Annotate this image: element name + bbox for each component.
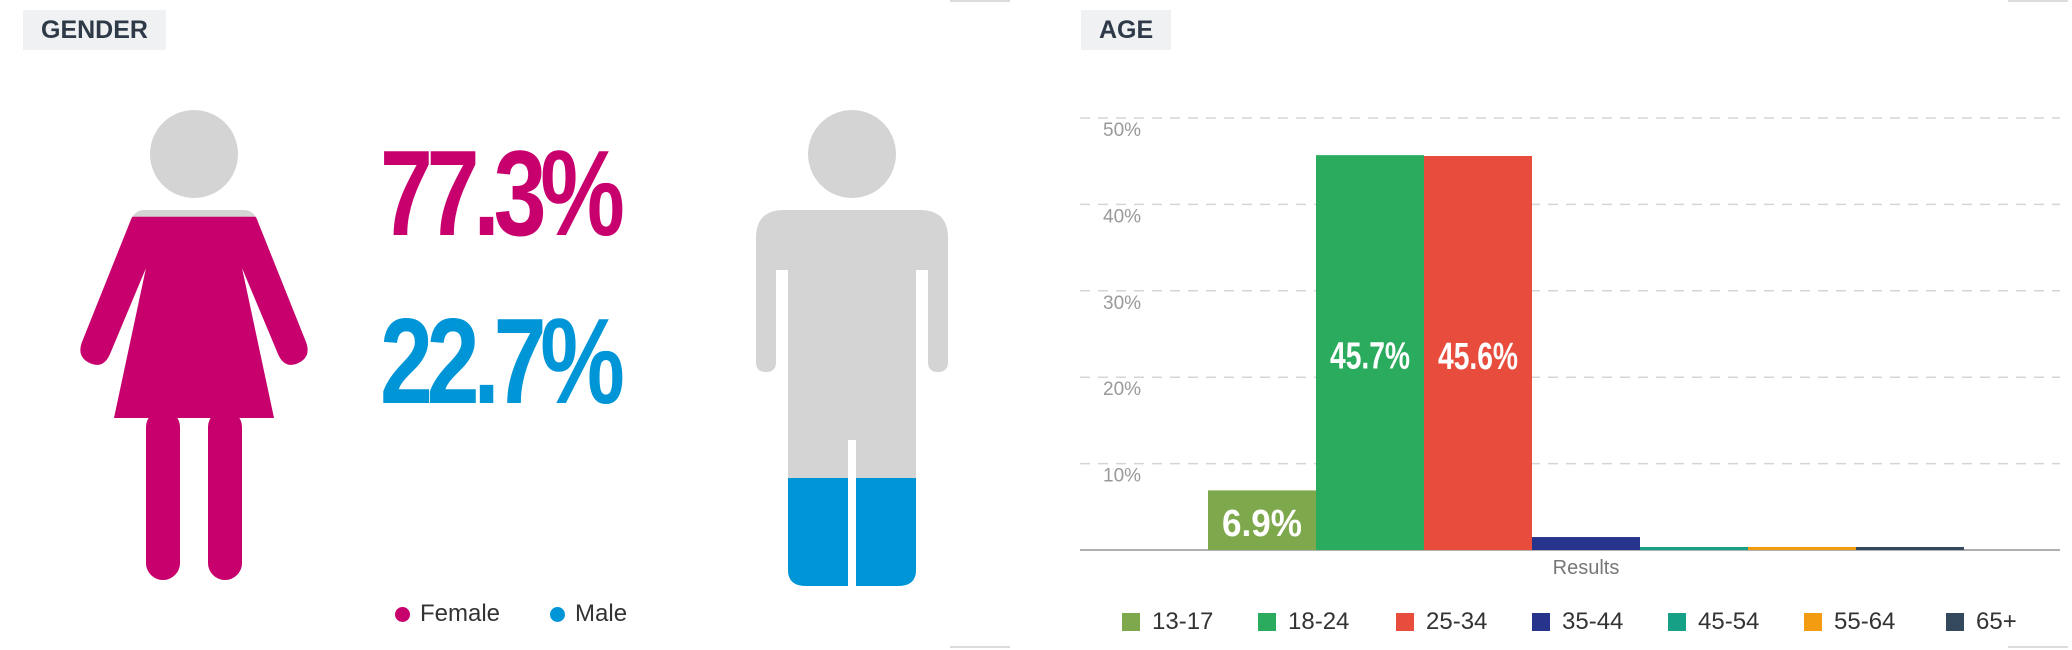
bar-25-34 — [1424, 156, 1532, 551]
male-percentage: 22.7% — [380, 293, 625, 429]
bar-65+ — [1856, 547, 1964, 550]
legend-item-65+: 65+ — [1946, 608, 2017, 636]
legend-item-18-24: 18-24 — [1258, 608, 1349, 636]
legend-label: 55-64 — [1834, 608, 1896, 635]
bar-55-64 — [1748, 547, 1856, 550]
legend-item-25-34: 25-34 — [1396, 608, 1487, 636]
legend-swatch — [1946, 613, 1964, 631]
legend-item-13-17: 13-17 — [1122, 608, 1213, 636]
female-body — [80, 216, 308, 418]
legend-label: 35-44 — [1562, 608, 1624, 635]
female-head — [150, 110, 238, 198]
gender-panel: GENDER 77.3% 22.7% Female Male — [0, 0, 1010, 650]
y-tick-label: 20% — [1103, 379, 1141, 400]
male-figure-icon — [756, 110, 948, 590]
bar-data-label: 45.6% — [1438, 336, 1518, 378]
female-legend-dot — [395, 606, 410, 622]
female-legend-label: Female — [420, 600, 501, 627]
female-right-leg — [208, 410, 242, 580]
y-tick-label: 50% — [1103, 120, 1141, 141]
age-section-title: AGE — [1081, 10, 1172, 50]
legend-item-45-54: 45-54 — [1668, 608, 1759, 636]
panel-corner-mark — [950, 646, 1010, 648]
gender-legend: Female Male — [395, 600, 627, 628]
male-head — [808, 110, 896, 198]
y-tick-label: 10% — [1103, 466, 1141, 487]
legend-swatch — [1804, 613, 1822, 631]
legend-swatch — [1396, 613, 1414, 631]
legend-label: 45-54 — [1698, 608, 1760, 635]
legend-swatch — [1258, 613, 1276, 631]
panel-corner-mark — [2008, 646, 2068, 648]
legend-item-55-64: 55-64 — [1804, 608, 1895, 636]
male-legend-label: Male — [575, 600, 628, 627]
bar-45-54 — [1640, 547, 1748, 550]
legend-swatch — [1668, 613, 1686, 631]
legend-item-35-44: 35-44 — [1532, 608, 1623, 636]
bar-35-44 — [1532, 537, 1640, 550]
legend-swatch — [1532, 613, 1550, 631]
y-tick-label: 40% — [1103, 206, 1141, 227]
gender-section-title: GENDER — [23, 10, 166, 50]
legend-label: 25-34 — [1426, 608, 1488, 635]
panel-corner-mark — [2008, 0, 2068, 2]
age-panel: AGE 10% 20% 30% 40% 50% 6.9% 45.7% 45.6% Results… — [1058, 0, 2072, 650]
bar-13-17 — [1208, 490, 1316, 550]
female-figure-icon — [80, 110, 308, 580]
legend-label: 65+ — [1976, 608, 2017, 635]
bar-data-label: 45.7% — [1330, 336, 1410, 378]
bar-18-24 — [1316, 155, 1424, 551]
panel-corner-mark — [950, 0, 1010, 2]
male-legend-dot — [550, 606, 566, 622]
age-bar-chart: 10% 20% 30% 40% 50% 6.9% 45.7% 45.6% Results — [1080, 117, 2060, 579]
legend-label: 13-17 — [1152, 608, 1214, 635]
legend-swatch — [1122, 613, 1140, 631]
legend-label: 18-24 — [1288, 608, 1350, 635]
x-axis-label: Results — [1553, 557, 1620, 579]
y-tick-label: 30% — [1103, 293, 1141, 314]
male-leg-gap — [848, 477, 856, 590]
bar-data-label: 6.9% — [1222, 503, 1302, 545]
female-percentage: 77.3% — [380, 125, 625, 261]
female-left-leg — [146, 410, 180, 580]
